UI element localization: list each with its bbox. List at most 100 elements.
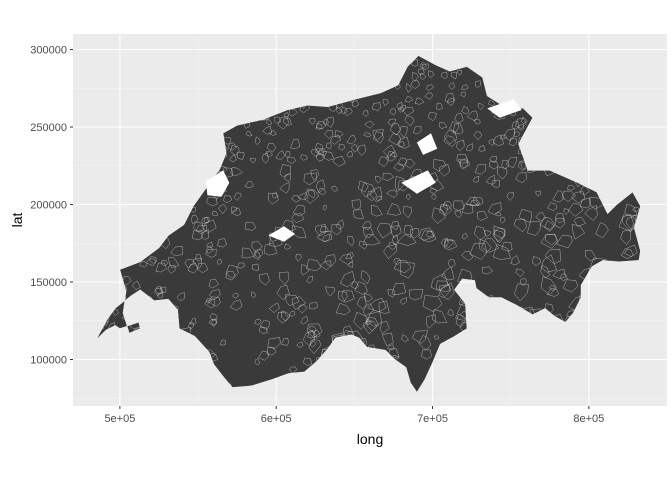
municipality xyxy=(381,332,394,347)
x-tick-label: 6e+05 xyxy=(261,413,292,425)
municipality xyxy=(518,208,532,223)
lake xyxy=(205,170,230,197)
municipality xyxy=(307,331,318,339)
municipality xyxy=(474,225,487,241)
municipality xyxy=(359,240,368,250)
municipality xyxy=(433,159,446,172)
municipality xyxy=(208,278,219,289)
municipality xyxy=(338,290,348,302)
municipality xyxy=(265,151,273,157)
municipality xyxy=(155,262,167,273)
municipality xyxy=(203,217,210,224)
municipality xyxy=(251,291,257,298)
municipality xyxy=(360,270,371,284)
municipality xyxy=(566,185,575,191)
municipality xyxy=(443,240,457,251)
municipality xyxy=(488,139,495,146)
municipality xyxy=(466,197,481,206)
municipality xyxy=(206,241,213,248)
municipality xyxy=(300,315,309,325)
municipality xyxy=(421,349,432,360)
municipality xyxy=(456,139,465,151)
municipality xyxy=(430,273,449,291)
municipality xyxy=(308,326,317,333)
municipality xyxy=(367,297,387,313)
municipality xyxy=(474,80,481,88)
municipality xyxy=(209,289,221,300)
municipality xyxy=(508,138,517,147)
municipality xyxy=(474,164,487,175)
municipality xyxy=(473,196,484,206)
municipality xyxy=(315,123,323,130)
municipality xyxy=(287,157,296,164)
municipality xyxy=(324,254,336,267)
municipality xyxy=(618,214,635,232)
municipality xyxy=(387,344,395,351)
municipality xyxy=(331,224,342,236)
municipality xyxy=(420,230,437,243)
municipality xyxy=(493,227,506,239)
municipality xyxy=(288,109,298,117)
municipality xyxy=(264,242,278,256)
municipality xyxy=(325,286,335,297)
municipality xyxy=(168,257,180,268)
municipality xyxy=(424,92,433,100)
municipality xyxy=(275,150,286,160)
municipality xyxy=(195,254,202,262)
municipality xyxy=(478,145,486,152)
municipality xyxy=(422,295,443,313)
municipality xyxy=(458,159,469,169)
municipality xyxy=(470,199,479,206)
municipality xyxy=(584,205,598,221)
municipality xyxy=(404,96,414,103)
municipality xyxy=(532,256,541,266)
municipality xyxy=(146,258,156,266)
municipality xyxy=(399,297,407,305)
municipality xyxy=(315,224,326,237)
municipality xyxy=(515,268,525,277)
municipality xyxy=(410,228,420,239)
municipality xyxy=(426,231,434,238)
municipality xyxy=(574,216,586,227)
municipality xyxy=(552,190,565,203)
municipality xyxy=(402,107,415,116)
municipality xyxy=(466,143,473,152)
municipality xyxy=(300,154,308,161)
municipality xyxy=(306,323,323,338)
municipality xyxy=(258,273,270,286)
municipality xyxy=(354,281,368,295)
municipality xyxy=(229,154,237,163)
municipality xyxy=(308,302,318,310)
municipality xyxy=(545,233,558,246)
municipality xyxy=(563,208,569,215)
municipality xyxy=(331,186,339,192)
municipality xyxy=(244,222,257,231)
municipality xyxy=(330,135,341,145)
municipality xyxy=(412,330,428,344)
municipality xyxy=(376,195,383,201)
municipality xyxy=(554,213,564,224)
municipality xyxy=(253,249,263,259)
municipality xyxy=(363,132,371,138)
municipality xyxy=(227,142,237,151)
municipality xyxy=(353,311,367,330)
municipality xyxy=(376,223,393,239)
municipality xyxy=(304,190,320,204)
municipality xyxy=(318,187,327,196)
y-axis-title: lat xyxy=(9,213,25,228)
municipality xyxy=(391,220,399,231)
municipality xyxy=(429,188,438,194)
municipality xyxy=(292,204,306,217)
municipality xyxy=(245,131,253,137)
municipality xyxy=(306,259,322,272)
municipality xyxy=(230,167,243,177)
municipality xyxy=(409,289,424,301)
municipality xyxy=(285,294,300,307)
municipality xyxy=(454,113,464,124)
municipality xyxy=(461,84,469,90)
municipality xyxy=(365,319,372,325)
municipality xyxy=(438,282,455,300)
municipality xyxy=(254,358,260,366)
municipality xyxy=(259,319,270,331)
municipality xyxy=(223,195,232,204)
